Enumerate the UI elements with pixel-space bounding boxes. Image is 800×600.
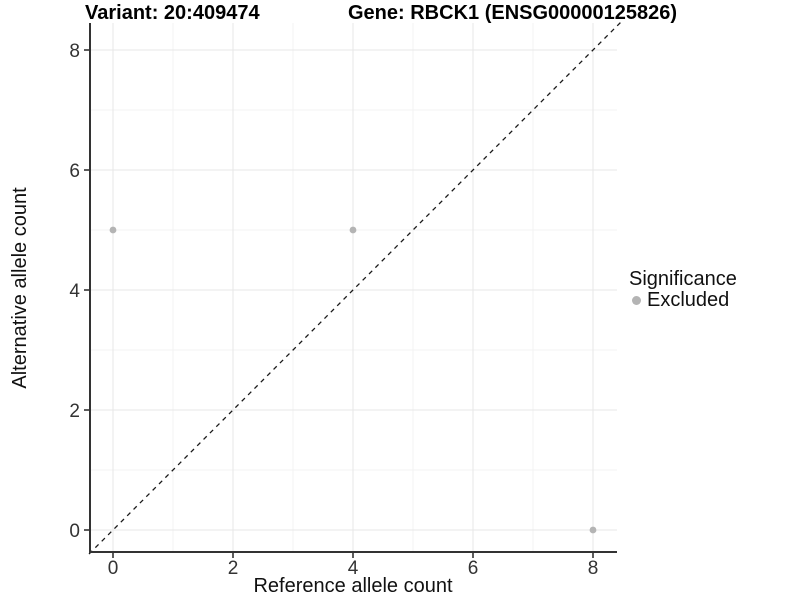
legend-item-excluded: Excluded (629, 290, 737, 310)
y-tick-label: 4 (69, 281, 80, 302)
data-point (349, 226, 357, 234)
x-tick-label: 8 (588, 558, 599, 579)
data-point (109, 226, 117, 234)
identity-reference-line (88, 21, 622, 555)
plot-title-variant: Variant: 20:409474 (85, 2, 260, 24)
x-tick-label: 4 (348, 558, 359, 579)
x-tick-label: 2 (228, 558, 239, 579)
y-tick-label: 6 (69, 161, 80, 182)
y-axis-title: Alternative allele count (9, 187, 31, 389)
x-tick-label: 0 (108, 558, 119, 579)
x-tick-label: 6 (468, 558, 479, 579)
legend: Significance Excluded (629, 269, 737, 310)
y-tick-label: 8 (69, 41, 80, 62)
y-tick-label: 0 (69, 521, 80, 542)
excluded-point-swatch (632, 295, 641, 305)
y-tick-label: 2 (69, 401, 80, 422)
data-point (589, 526, 597, 534)
legend-item-label: Excluded (647, 289, 730, 311)
x-axis-title: Reference allele count (253, 575, 452, 597)
plot-title-gene: Gene: RBCK1 (ENSG00000125826) (348, 2, 678, 24)
legend-title: Significance (629, 268, 737, 290)
